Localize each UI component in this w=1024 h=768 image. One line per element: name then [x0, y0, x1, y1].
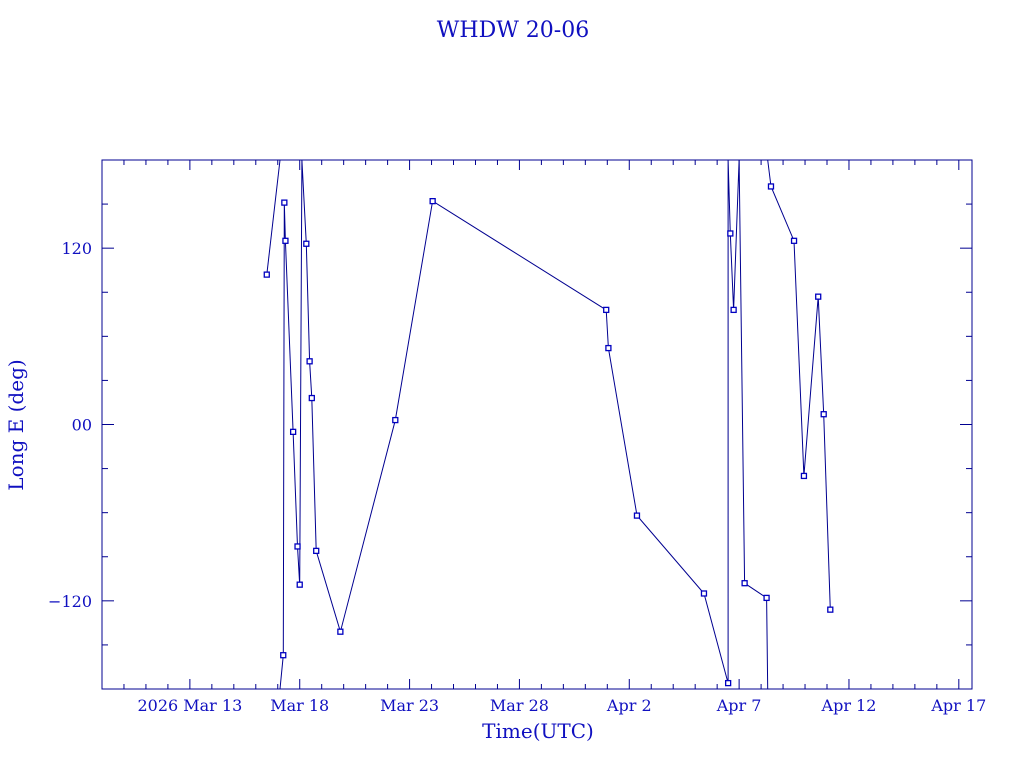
x-tick-label: Mar 28 [490, 696, 549, 715]
x-tick-label: Apr 7 [716, 696, 762, 715]
plot-frame [101, 159, 973, 690]
data-point [289, 428, 297, 435]
x-axis-label: Time(UTC) [482, 719, 594, 743]
series-line [279, 159, 769, 690]
data-point [820, 411, 827, 418]
data-point [633, 512, 641, 519]
data-point [767, 183, 775, 190]
series-line [767, 159, 831, 610]
series-line [266, 159, 281, 275]
data-point [700, 590, 708, 597]
data-point [790, 237, 798, 244]
data-point [741, 580, 748, 587]
series [266, 159, 831, 690]
chart-title: WHDW 20-06 [437, 18, 589, 43]
data-point [815, 293, 822, 300]
data-point [308, 394, 315, 402]
data-point [603, 306, 610, 314]
data-point [429, 197, 436, 205]
data-point [827, 606, 834, 613]
y-tick-label: 120 [61, 239, 92, 258]
x-tick-label: Apr 2 [606, 696, 652, 715]
data-point [800, 472, 808, 480]
data-point [281, 199, 288, 206]
data-point [306, 358, 313, 365]
data-point [763, 594, 770, 602]
data-point [313, 547, 320, 555]
y-axis-label: Long E (deg) [4, 359, 28, 490]
data-point [730, 306, 737, 314]
axis-ticks [101, 160, 972, 689]
data-point [303, 240, 310, 247]
y-tick-label: 00 [72, 416, 92, 435]
x-tick-label: 2026 Mar 13 [137, 696, 242, 715]
data-point [282, 237, 289, 244]
x-tick-label: Mar 23 [380, 696, 439, 715]
x-tick-label: Apr 12 [821, 696, 877, 715]
x-tick-label: Mar 18 [270, 696, 329, 715]
data-point [392, 416, 399, 424]
y-tick-label: −120 [48, 592, 92, 611]
data-point [337, 628, 344, 635]
x-tick-label: Apr 17 [930, 696, 986, 715]
data-point [280, 652, 287, 659]
data-point [605, 344, 612, 352]
data-point [294, 543, 301, 550]
markers [263, 183, 834, 687]
data-point [263, 271, 270, 278]
data-point [724, 679, 732, 687]
data-point [727, 230, 734, 237]
data-point [296, 581, 303, 588]
axis-tick-labels: 2026 Mar 13 Mar 18 Mar 23 Mar 28 Apr 2 Apr 7 A… [48, 239, 986, 715]
